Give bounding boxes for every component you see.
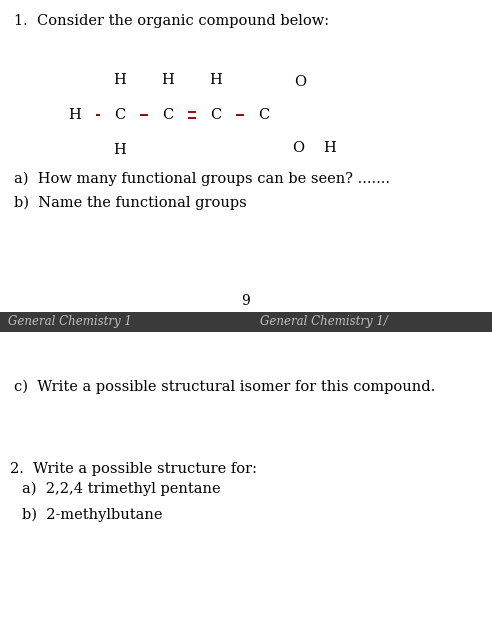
- Text: H: H: [114, 73, 126, 87]
- Text: O: O: [294, 75, 306, 89]
- Text: C: C: [258, 108, 270, 122]
- Text: H: H: [114, 143, 126, 157]
- Text: H: H: [162, 73, 174, 87]
- Text: a)  How many functional groups can be seen? .......: a) How many functional groups can be see…: [14, 172, 390, 186]
- Text: H: H: [68, 108, 81, 122]
- Bar: [0, 312, 492, 332]
- Text: c)  Write a possible structural isomer for this compound.: c) Write a possible structural isomer fo…: [14, 380, 435, 394]
- Text: C: C: [114, 108, 125, 122]
- Text: 2.  Write a possible structure for:: 2. Write a possible structure for:: [10, 462, 257, 476]
- Text: 1.  Consider the organic compound below:: 1. Consider the organic compound below:: [14, 14, 329, 28]
- Text: a)  2,2,4 trimethyl pentane: a) 2,2,4 trimethyl pentane: [22, 482, 220, 496]
- Text: C: C: [162, 108, 174, 122]
- Text: C: C: [211, 108, 221, 122]
- Text: 9: 9: [242, 294, 250, 308]
- Text: H: H: [324, 141, 337, 155]
- Text: General Chemistry 1: General Chemistry 1: [8, 315, 132, 329]
- Text: O: O: [292, 141, 304, 155]
- Text: b)  Name the functional groups: b) Name the functional groups: [14, 196, 247, 211]
- Text: General Chemistry 1/: General Chemistry 1/: [260, 315, 388, 329]
- Text: H: H: [210, 73, 222, 87]
- Text: b)  2-methylbutane: b) 2-methylbutane: [22, 508, 162, 522]
